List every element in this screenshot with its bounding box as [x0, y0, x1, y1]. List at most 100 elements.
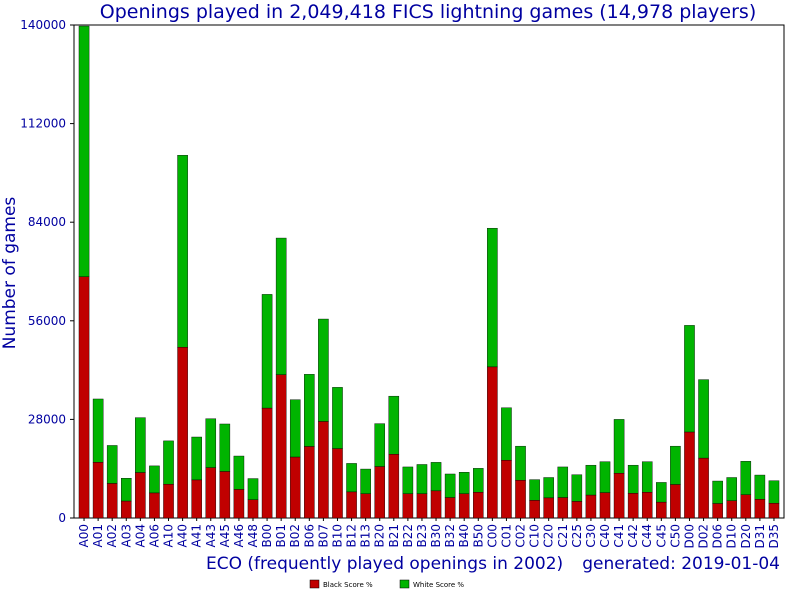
bar-white-B10	[332, 387, 343, 449]
bar-white-A04	[135, 417, 146, 473]
bar-white-D06	[712, 480, 723, 504]
x-axis-label: ECO (frequently played openings in 2002)	[206, 554, 563, 574]
bar-white-C45	[656, 482, 667, 503]
bar-black-A41	[191, 479, 202, 519]
bar-black-D35	[768, 503, 780, 519]
bar-white-B06	[304, 374, 315, 447]
bar-white-A03	[121, 478, 132, 502]
bar-white-A48	[247, 478, 259, 500]
bar-white-A45	[219, 423, 231, 472]
bar-white-C30	[585, 464, 597, 496]
bar-black-B21	[388, 454, 400, 519]
bar-black-A10	[163, 483, 174, 519]
bar-black-A02	[106, 483, 118, 519]
bar-white-B20	[374, 423, 385, 467]
bar-black-B32	[444, 497, 456, 519]
bar-black-C00	[487, 366, 498, 519]
x-tick-label: A46	[232, 524, 246, 547]
bar-white-C10	[529, 479, 540, 501]
x-tick-label: C02	[514, 524, 528, 548]
bar-white-D20	[740, 461, 752, 495]
bar-white-C00	[487, 227, 498, 368]
bar-black-B23	[416, 493, 428, 519]
x-tick-label: B40	[457, 524, 471, 548]
x-tick-label: C25	[570, 524, 584, 548]
bar-black-B00	[261, 407, 273, 519]
bar-black-A00	[78, 276, 90, 519]
x-tick-label: C42	[626, 524, 640, 548]
x-tick-label: A45	[218, 524, 232, 547]
bar-white-A01	[92, 398, 104, 463]
bar-white-B50	[473, 468, 484, 493]
bar-black-B02	[289, 456, 301, 519]
x-axis-ticks: A00 A01 A02 A03 A04 A06 A10 A40 A41 A43 A45 A46 A48 B…	[77, 518, 781, 549]
x-tick-label: D02	[697, 524, 711, 549]
x-tick-label: C41	[612, 524, 626, 548]
bar-black-C45	[656, 501, 667, 519]
bar-white-C02	[515, 445, 526, 481]
bar-black-A01	[92, 462, 104, 519]
bar-black-B13	[360, 493, 371, 519]
bar-white-B02	[289, 399, 301, 458]
x-tick-label: B06	[302, 524, 316, 548]
x-tick-label: B10	[330, 524, 344, 548]
bar-black-D20	[740, 494, 752, 519]
bar-black-C10	[529, 500, 540, 519]
bar-black-C21	[557, 497, 569, 519]
bar-white-C44	[641, 461, 653, 493]
x-tick-label: B00	[260, 524, 274, 548]
y-tick-label: 140000	[20, 18, 66, 32]
bar-white-B21	[388, 395, 400, 455]
x-tick-label: A00	[77, 524, 91, 547]
bar-black-A04	[135, 472, 146, 519]
bar-black-A43	[205, 467, 217, 519]
x-tick-label: A40	[176, 524, 190, 547]
x-tick-label: A10	[162, 524, 176, 547]
x-tick-label: A03	[119, 524, 133, 547]
x-tick-label: C21	[556, 524, 570, 548]
bar-black-B07	[318, 421, 329, 519]
legend: Black Score % White Score %	[309, 579, 464, 589]
bar-white-C25	[571, 474, 583, 502]
bar-black-A06	[149, 492, 160, 519]
x-tick-label: B22	[401, 524, 415, 548]
x-tick-label: B12	[345, 524, 359, 548]
bar-black-D00	[684, 431, 695, 519]
bar-white-B13	[360, 468, 371, 494]
bar-black-C50	[670, 484, 681, 519]
x-tick-label: A06	[147, 524, 161, 547]
bar-white-C42	[627, 464, 639, 494]
bar-black-B01	[275, 374, 287, 519]
chart-title: Openings played in 2,049,418 FICS lightn…	[100, 1, 756, 23]
bar-white-D31	[754, 474, 766, 500]
legend-swatch-white-score	[399, 579, 410, 589]
x-tick-label: A01	[91, 524, 105, 547]
bar-white-D10	[726, 477, 737, 501]
x-tick-label: B32	[443, 524, 457, 548]
x-tick-label: D20	[739, 524, 753, 549]
bar-white-B40	[458, 472, 470, 494]
x-tick-label: A48	[246, 524, 260, 547]
bar-white-B22	[402, 466, 414, 494]
bar-white-B30	[430, 462, 442, 492]
x-tick-label: A04	[133, 524, 147, 547]
bar-white-A06	[149, 465, 160, 494]
x-tick-label: B50	[471, 524, 485, 548]
bar-black-B12	[346, 491, 357, 519]
bar-white-A40	[177, 155, 188, 348]
y-tick-label: 0	[58, 511, 66, 525]
bar-white-A41	[191, 436, 202, 481]
x-tick-label: B21	[387, 524, 401, 548]
bar-white-C20	[543, 477, 554, 499]
x-tick-label: C01	[499, 524, 513, 548]
bar-black-C25	[571, 501, 583, 519]
legend-label-white-score: White Score %	[413, 581, 464, 589]
bar-white-B32	[444, 473, 456, 498]
bar-white-B23	[416, 464, 428, 494]
generated-date: generated: 2019-01-04	[582, 554, 780, 574]
x-tick-label: B13	[359, 524, 373, 548]
bar-white-A10	[163, 440, 174, 485]
bar-white-A02	[106, 445, 118, 484]
bar-black-A40	[177, 347, 188, 519]
